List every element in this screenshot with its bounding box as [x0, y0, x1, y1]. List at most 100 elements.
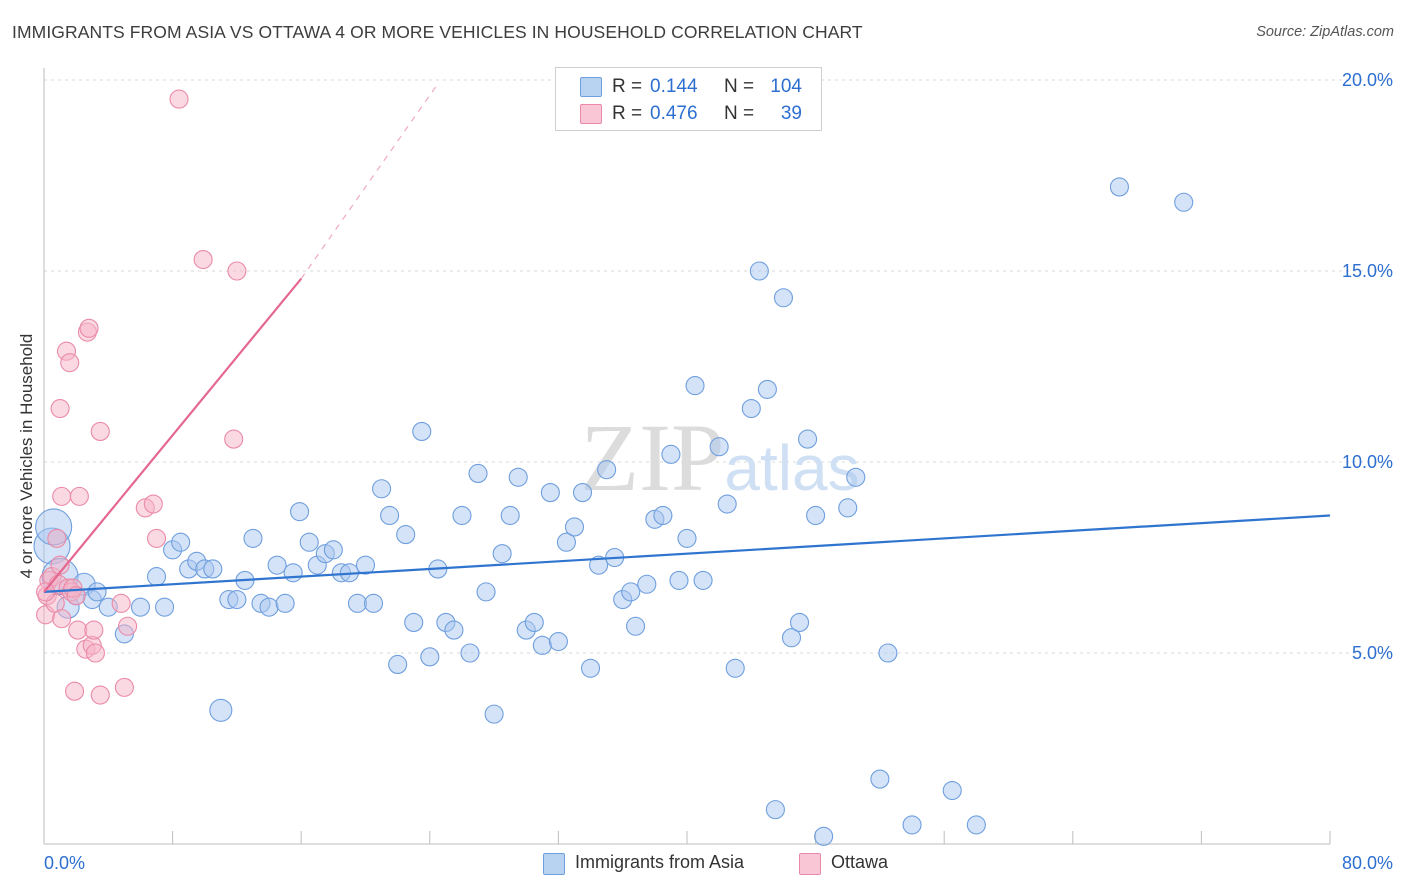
- data-point-immigrants: [589, 555, 609, 575]
- data-point-immigrants: [500, 505, 520, 526]
- gridlines: [44, 79, 1395, 654]
- data-point-immigrants: [846, 467, 866, 487]
- data-point-immigrants: [1174, 192, 1194, 212]
- data-point-immigrants: [653, 505, 673, 526]
- data-point-immigrants: [661, 444, 681, 464]
- legend-n-value: 39: [780, 103, 802, 124]
- data-point-immigrants: [669, 570, 689, 590]
- data-point-immigrants: [146, 567, 167, 587]
- data-point-immigrants: [789, 612, 810, 632]
- data-point-immigrants: [171, 532, 191, 552]
- y-tick-label: 20.0%: [1342, 70, 1393, 90]
- data-point-immigrants: [508, 467, 528, 487]
- data-point-ottawa: [146, 528, 167, 548]
- legend-swatch-blue: [580, 77, 602, 97]
- data-point-immigrants: [452, 505, 472, 526]
- data-point-ottawa: [50, 555, 70, 575]
- data-point-immigrants: [209, 698, 233, 722]
- data-point-immigrants: [757, 379, 777, 399]
- data-point-ottawa: [143, 494, 163, 514]
- legend-swatch-pink: [799, 853, 821, 875]
- source-label: Source: ZipAtlas.com: [1256, 24, 1394, 40]
- data-point-immigrants: [741, 398, 761, 419]
- data-point-immigrants: [290, 502, 310, 522]
- data-point-immigrants: [396, 525, 416, 545]
- data-point-immigrants: [363, 593, 384, 613]
- data-point-ottawa: [85, 643, 105, 663]
- legend-swatch-pink: [580, 104, 602, 124]
- data-point-immigrants: [380, 505, 400, 526]
- data-point-ottawa: [224, 429, 244, 449]
- data-point-immigrants: [420, 647, 440, 667]
- x-tick-label: 80.0%: [1342, 853, 1393, 873]
- data-point-immigrants: [299, 532, 319, 552]
- trend-lines: [43, 83, 1331, 593]
- data-point-immigrants: [155, 597, 175, 617]
- data-point-immigrants: [677, 528, 697, 548]
- data-point-immigrants: [87, 582, 107, 602]
- data-point-immigrants: [460, 643, 480, 663]
- legend-n-label: N =: [724, 103, 755, 124]
- data-point-immigrants: [685, 376, 705, 396]
- data-point-ottawa: [50, 398, 70, 419]
- data-point-immigrants: [444, 620, 464, 640]
- data-point-immigrants: [275, 593, 295, 613]
- data-point-ottawa: [52, 486, 72, 506]
- data-point-immigrants: [798, 429, 818, 449]
- data-point-ottawa: [60, 353, 80, 373]
- data-point-ottawa: [90, 421, 110, 441]
- data-point-ottawa: [227, 261, 247, 281]
- series-legend: Immigrants from Asia Ottawa: [0, 851, 1406, 877]
- data-point-immigrants: [693, 570, 713, 590]
- data-point-immigrants: [725, 658, 745, 678]
- data-point-immigrants: [966, 815, 986, 835]
- data-point-ottawa: [68, 620, 88, 640]
- legend-swatch-blue: [543, 853, 565, 875]
- data-point-immigrants: [597, 460, 617, 480]
- data-point-immigrants: [323, 540, 343, 560]
- data-point-immigrants: [942, 780, 962, 801]
- watermark: ZIPatlas: [580, 404, 859, 511]
- data-point-immigrants: [355, 555, 376, 575]
- data-point-immigrants: [267, 555, 287, 575]
- legend-r-label: R =: [612, 76, 643, 97]
- data-point-immigrants: [878, 643, 898, 663]
- data-point-immigrants: [709, 437, 729, 457]
- data-point-immigrants: [806, 505, 826, 526]
- data-point-ottawa: [69, 486, 89, 506]
- data-point-immigrants: [492, 544, 512, 564]
- data-point-immigrants: [548, 631, 568, 652]
- data-point-immigrants: [902, 815, 922, 835]
- data-point-immigrants: [468, 463, 488, 484]
- data-point-immigrants: [717, 494, 737, 514]
- x-tick-label: 0.0%: [44, 853, 85, 873]
- data-point-ottawa: [47, 528, 67, 548]
- data-point-immigrants: [283, 563, 303, 583]
- tick-labels: 5.0% 10.0% 15.0% 20.0% 0.0% 80.0%: [44, 70, 1393, 873]
- data-point-immigrants: [564, 517, 585, 537]
- data-point-immigrants: [626, 616, 646, 636]
- legend-label: Ottawa: [831, 852, 889, 872]
- data-point-ottawa: [111, 593, 131, 613]
- data-point-immigrants: [870, 769, 890, 789]
- legend-n-value: 104: [770, 76, 802, 97]
- legend-n-label: N =: [724, 76, 755, 97]
- data-point-ottawa: [114, 677, 134, 697]
- data-point-ottawa: [64, 681, 85, 701]
- data-point-immigrants: [540, 483, 560, 503]
- data-point-immigrants: [412, 421, 432, 441]
- y-tick-label: 10.0%: [1342, 452, 1393, 472]
- trend-line-ottawa-extension: [300, 83, 439, 279]
- data-point-immigrants: [259, 597, 279, 617]
- data-point-immigrants: [765, 800, 785, 820]
- data-point-immigrants: [773, 288, 794, 308]
- stats-legend: R = 0.144 N = 104 R = 0.476 N = 39: [555, 67, 822, 131]
- y-tick-label: 5.0%: [1352, 643, 1393, 663]
- data-point-immigrants: [637, 574, 657, 594]
- data-point-ottawa: [79, 318, 99, 338]
- data-point-immigrants: [130, 597, 150, 617]
- data-point-immigrants: [781, 628, 802, 648]
- data-point-immigrants: [749, 261, 769, 281]
- trend-line-ottawa: [43, 277, 303, 593]
